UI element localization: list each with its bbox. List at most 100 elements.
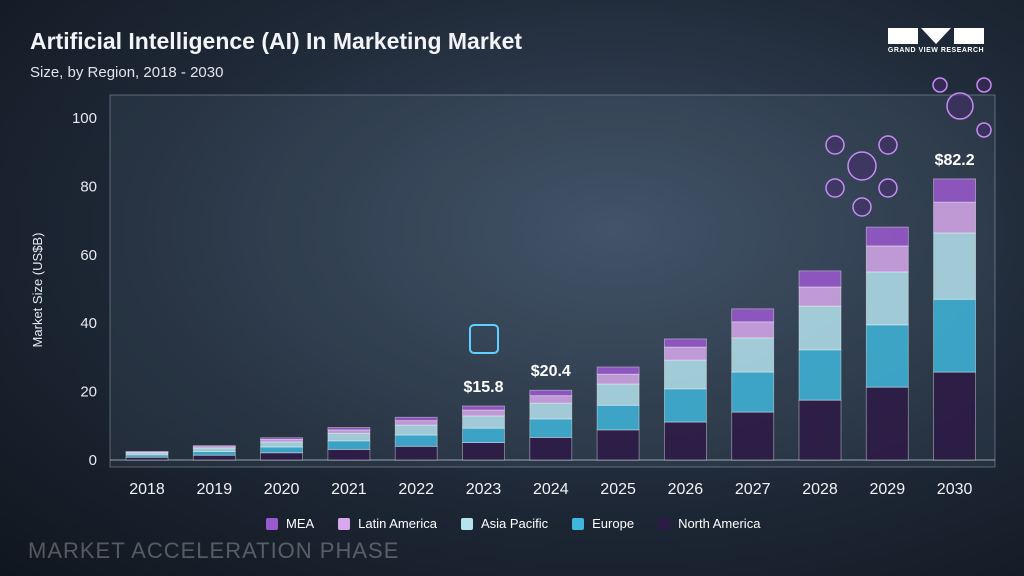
bar-segment-europe xyxy=(529,418,573,438)
bar-segment-asia-pacific xyxy=(192,447,236,452)
bar-segment-europe xyxy=(731,371,775,413)
bar-segment-north-america xyxy=(260,452,304,461)
bar-segment-asia-pacific xyxy=(529,402,573,420)
bar-segment-north-america xyxy=(596,429,640,461)
legend-label: Latin America xyxy=(358,516,437,531)
chart-legend: MEA Latin America Asia Pacific Europe North … xyxy=(266,516,760,531)
bar-segment-latin-america xyxy=(664,346,707,361)
legend-swatch xyxy=(658,517,671,530)
bar-segment-north-america xyxy=(664,421,707,461)
data-label: $20.4 xyxy=(531,363,571,380)
bar-segment-north-america xyxy=(394,445,438,461)
bar-segment-mea xyxy=(596,366,640,375)
legend-item-mea: MEA xyxy=(266,516,314,531)
x-tick-label: 2028 xyxy=(802,481,838,498)
legend-item-north-america: North America xyxy=(658,516,760,531)
bar-segment-asia-pacific xyxy=(865,271,909,326)
bar-segment-north-america xyxy=(125,456,169,461)
bar-segment-mea xyxy=(394,416,438,422)
bar-segment-latin-america xyxy=(394,420,438,426)
bar-segment-europe xyxy=(933,298,976,373)
legend-item-latin-america: Latin America xyxy=(338,516,437,531)
y-tick-label: 0 xyxy=(89,452,97,469)
page-title: Artificial Intelligence (AI) In Marketin… xyxy=(30,28,523,54)
bar-segment-asia-pacific xyxy=(327,432,371,442)
x-tick-label: 2027 xyxy=(735,481,771,498)
y-axis-label: Market Size (US$B) xyxy=(30,233,45,348)
x-tick-label: 2020 xyxy=(264,481,300,498)
bar-segment-mea xyxy=(327,427,371,431)
bar-segment-mea xyxy=(462,405,505,411)
bar-segment-asia-pacific xyxy=(596,383,640,406)
x-tick-label: 2030 xyxy=(937,481,973,498)
bar-segment-latin-america xyxy=(327,429,371,434)
bar-segment-asia-pacific xyxy=(798,305,842,351)
bar-segment-asia-pacific xyxy=(462,415,505,429)
network-icon xyxy=(825,77,992,217)
bar-segment-north-america xyxy=(933,371,976,461)
bar-segment-asia-pacific xyxy=(933,232,976,300)
x-tick-label: 2019 xyxy=(197,481,233,498)
x-tick-label: 2024 xyxy=(533,481,569,498)
bar-segment-mea xyxy=(731,308,775,323)
bar-segment-mea xyxy=(125,451,169,453)
legend-label: North America xyxy=(678,516,761,531)
legend-swatch xyxy=(460,517,473,530)
bar-segment-latin-america xyxy=(865,245,909,273)
bar-segment-europe xyxy=(798,349,842,401)
page-subtitle: Size, by Region, 2018 - 2030 xyxy=(30,64,224,81)
bar-segment-mea xyxy=(192,445,236,448)
legend-label: MEA xyxy=(286,516,315,531)
x-tick-label: 2022 xyxy=(398,481,434,498)
bar-segment-europe xyxy=(462,427,505,443)
bar-segment-mea xyxy=(798,270,842,288)
bar-segment-latin-america xyxy=(462,409,505,417)
bar-segment-north-america xyxy=(529,437,573,461)
footer-caption: MARKET ACCELERATION PHASE xyxy=(28,538,400,563)
x-tick-label: 2025 xyxy=(600,481,636,498)
bar-segment-latin-america xyxy=(596,373,640,385)
bar-segment-europe xyxy=(192,451,236,456)
bar-segment-asia-pacific xyxy=(664,359,707,390)
legend-swatch xyxy=(572,517,585,530)
bar-segment-mea xyxy=(664,338,707,348)
bar-segment-north-america xyxy=(192,454,236,461)
legend-item-europe: Europe xyxy=(572,516,634,531)
x-tick-label: 2021 xyxy=(331,481,367,498)
bar-segment-europe xyxy=(664,388,707,423)
legend-swatch xyxy=(266,517,278,530)
x-tick-label: 2026 xyxy=(668,481,704,498)
bar-segment-europe xyxy=(394,434,438,447)
legend-swatch xyxy=(338,517,351,530)
legend-label: Asia Pacific xyxy=(480,516,549,531)
bar-segment-asia-pacific xyxy=(731,337,775,373)
bar-segment-north-america xyxy=(327,448,371,461)
bar-segment-latin-america xyxy=(731,321,775,339)
bar-segment-north-america xyxy=(731,411,775,461)
bar-segment-latin-america xyxy=(529,395,573,404)
bar-segment-latin-america xyxy=(260,439,304,443)
bar-segment-mea xyxy=(933,178,976,203)
bar-segment-europe xyxy=(596,404,640,431)
bar-segment-europe xyxy=(260,446,304,454)
bar-segment-latin-america xyxy=(798,286,842,307)
y-tick-label: 80 xyxy=(80,178,97,195)
bar-segment-north-america xyxy=(462,442,505,461)
data-label: $82.2 xyxy=(935,152,975,169)
legend-item-asia-pacific: Asia Pacific xyxy=(460,516,549,531)
bar-segment-europe xyxy=(327,440,371,450)
x-tick-label: 2018 xyxy=(129,481,165,498)
bar-segment-latin-america xyxy=(933,201,976,234)
legend-label: Europe xyxy=(592,516,635,531)
y-tick-label: 20 xyxy=(80,384,97,401)
bar-segment-north-america xyxy=(798,399,842,461)
bar-segment-asia-pacific xyxy=(394,424,438,436)
bar-segment-europe xyxy=(865,324,909,388)
logo-text: GRAND VIEW RESEARCH xyxy=(887,47,985,54)
bar-segment-asia-pacific xyxy=(260,441,304,448)
bar-segment-mea xyxy=(529,389,573,397)
data-label: $15.8 xyxy=(463,379,503,396)
y-tick-label: 60 xyxy=(80,247,97,264)
bar-segment-mea xyxy=(865,226,909,247)
